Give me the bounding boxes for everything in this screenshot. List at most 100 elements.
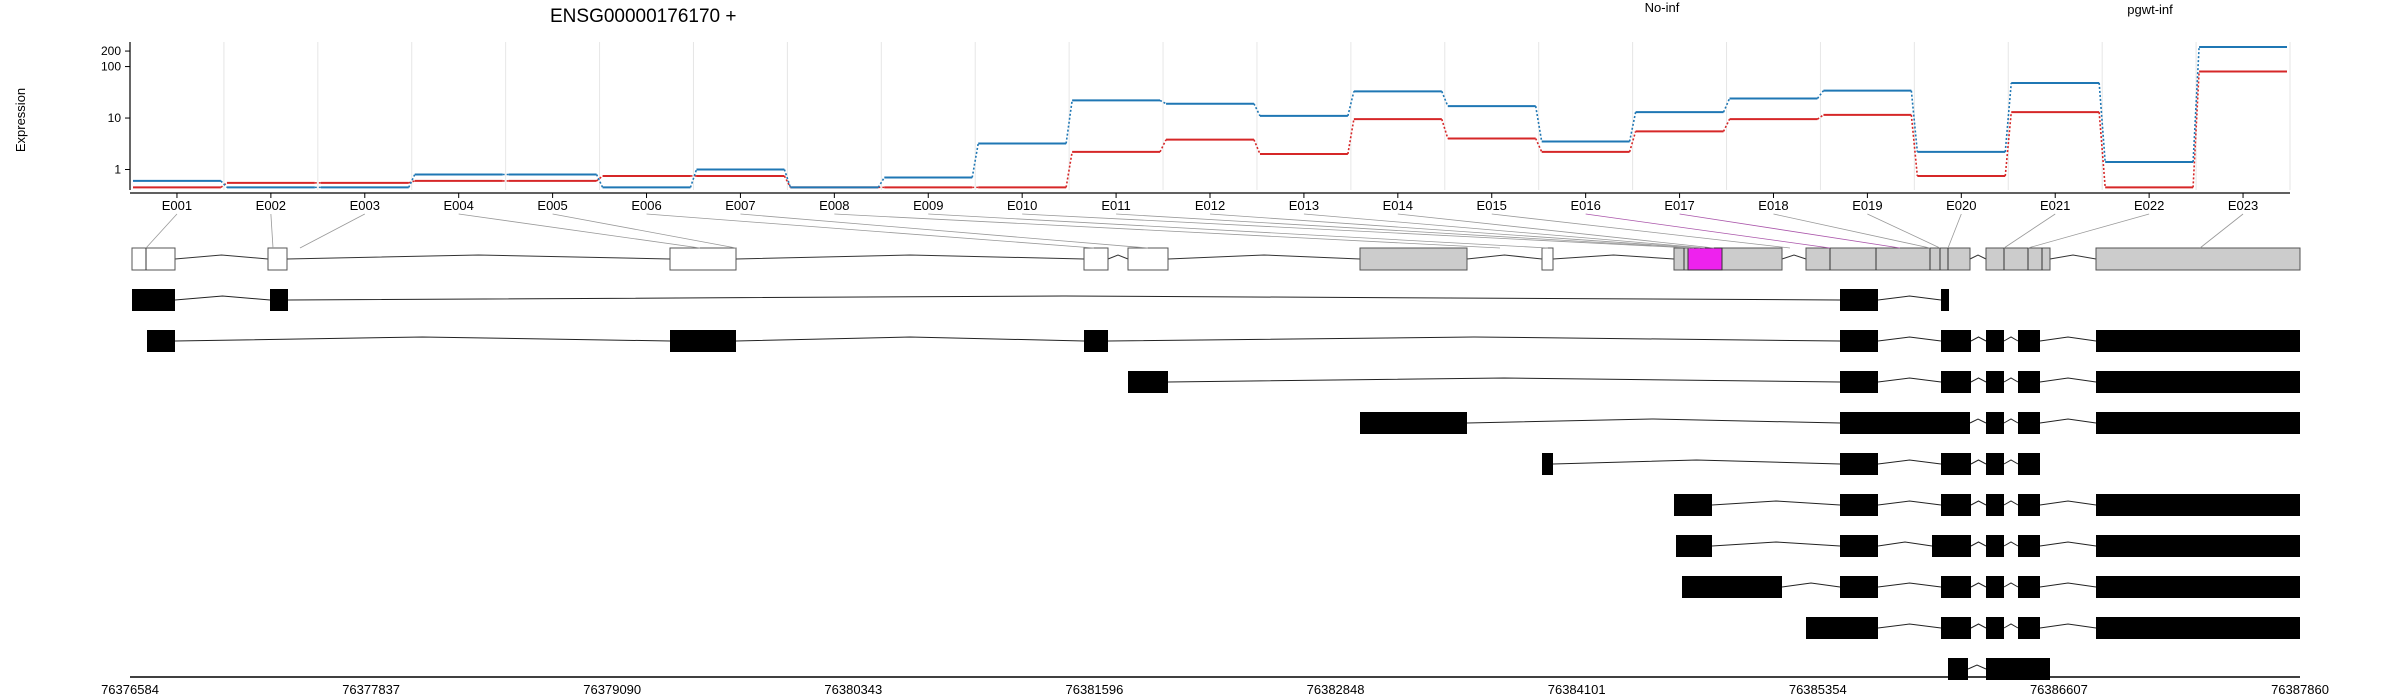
- transcript-exon: [1986, 494, 2004, 516]
- transcript-intron: [1970, 336, 1987, 342]
- transcript-exon: [2096, 617, 2300, 639]
- data-connector: [1065, 151, 1073, 188]
- x-tick-label: E020: [1946, 198, 1976, 213]
- transcript-intron: [1711, 500, 1841, 506]
- transcript-exon: [1840, 494, 1878, 516]
- transcript-exon: [1941, 617, 1971, 639]
- x-tick-label: E002: [256, 198, 286, 213]
- data-connector: [596, 175, 604, 182]
- transcript-exon: [2018, 576, 2040, 598]
- data-connector: [1441, 91, 1449, 107]
- transcript-intron: [1970, 500, 1987, 506]
- transcript-exon: [2018, 371, 2040, 393]
- transcript-exon: [1840, 330, 1878, 352]
- transcript-exon: [1840, 412, 1970, 434]
- bin-connector: [552, 213, 737, 249]
- transcript-intron: [174, 336, 671, 342]
- transcript-exon: [1941, 576, 1971, 598]
- transcript-exon: [1542, 453, 1553, 475]
- data-connector: [220, 182, 228, 189]
- data-connector: [1065, 100, 1073, 144]
- legend-no-inf: No-inf: [1645, 0, 1680, 15]
- x-tick-label: E006: [631, 198, 661, 213]
- transcript: [1674, 494, 2300, 516]
- data-connector: [1722, 98, 1731, 113]
- transcript: [1948, 658, 2050, 680]
- transcript-exon: [1840, 289, 1878, 311]
- transcript-exon: [1840, 453, 1878, 475]
- transcript-exon: [1986, 535, 2004, 557]
- bin-connector: [1491, 213, 1791, 249]
- y-tick-label: 1: [114, 163, 121, 177]
- transcript: [1806, 617, 2300, 639]
- model-intron: [1107, 254, 1129, 260]
- transcript-intron: [287, 295, 1841, 301]
- transcript-intron: [2039, 500, 2097, 506]
- transcript-intron: [735, 336, 1085, 342]
- transcript-intron: [1552, 459, 1841, 465]
- data-connector: [1159, 99, 1167, 105]
- y-tick-label: 200: [101, 44, 121, 58]
- transcript-exon: [1986, 412, 2004, 434]
- x-tick-label: E010: [1007, 198, 1037, 213]
- x-tick-label: E016: [1570, 198, 1600, 213]
- genomic-tick-label: 76380343: [824, 682, 882, 697]
- model-exon: [669, 247, 737, 271]
- transcript-exon: [2018, 535, 2040, 557]
- x-tick-label: E017: [1664, 198, 1694, 213]
- bin-connector: [1397, 213, 1715, 249]
- transcript-intron: [174, 295, 271, 301]
- transcript-intron: [1877, 623, 1942, 629]
- model-intron: [1466, 254, 1543, 260]
- x-tick-label: E009: [913, 198, 943, 213]
- transcript-exon: [132, 289, 175, 311]
- transcript-exon: [2096, 576, 2300, 598]
- transcript-exon: [270, 289, 288, 311]
- data-connector: [1534, 106, 1543, 142]
- bin-connector: [1679, 213, 1901, 249]
- x-tick-label: E023: [2228, 198, 2258, 213]
- bin-connector: [1116, 213, 1695, 249]
- genomic-tick-label: 76384101: [1548, 682, 1606, 697]
- model-exon: [131, 247, 176, 271]
- transcript-intron: [1167, 377, 1841, 383]
- bin-connector: [928, 213, 1549, 249]
- model-exon: [1359, 247, 1468, 271]
- model-intron: [1552, 254, 1675, 260]
- genomic-tick-label: 76387860: [2271, 682, 2329, 697]
- transcript-intron: [2003, 541, 2019, 547]
- x-tick-label: E004: [444, 198, 474, 213]
- genomic-tick-label: 76377837: [342, 682, 400, 697]
- transcript-exon: [1986, 453, 2004, 475]
- genomic-tick-label: 76382848: [1307, 682, 1365, 697]
- bin-connector: [1303, 213, 1706, 249]
- transcript-intron: [2039, 541, 2097, 547]
- transcript-intron: [2003, 582, 2019, 588]
- bin-connector: [834, 213, 1501, 249]
- data-connector: [408, 180, 415, 184]
- genomic-tick-label: 76379090: [583, 682, 641, 697]
- y-axis-label: Expression: [13, 88, 28, 152]
- y-tick-label: 100: [101, 60, 121, 74]
- x-tick-label: E018: [1758, 198, 1788, 213]
- data-connector: [1441, 118, 1449, 139]
- transcript-intron: [2039, 377, 2097, 383]
- transcript: [1542, 453, 2040, 475]
- transcript-intron: [1877, 295, 1942, 301]
- transcript-intron: [2003, 377, 2019, 383]
- transcript-exon: [2096, 412, 2300, 434]
- transcript-exon: [1941, 453, 1971, 475]
- transcript: [1676, 535, 2300, 557]
- transcript-intron: [2003, 418, 2019, 424]
- data-connector: [1816, 90, 1825, 99]
- transcript-intron: [2003, 336, 2019, 342]
- y-tick-label: 10: [108, 111, 122, 125]
- x-tick-label: E013: [1289, 198, 1319, 213]
- legend-pgwt-inf: pgwt-inf: [2127, 2, 2173, 17]
- bin-connector: [299, 213, 365, 249]
- transcript-exon: [2096, 371, 2300, 393]
- transcript-intron: [1970, 459, 1987, 465]
- transcript-exon: [1986, 658, 2050, 680]
- transcript-exon: [2018, 412, 2040, 434]
- transcript-exon: [1941, 330, 1971, 352]
